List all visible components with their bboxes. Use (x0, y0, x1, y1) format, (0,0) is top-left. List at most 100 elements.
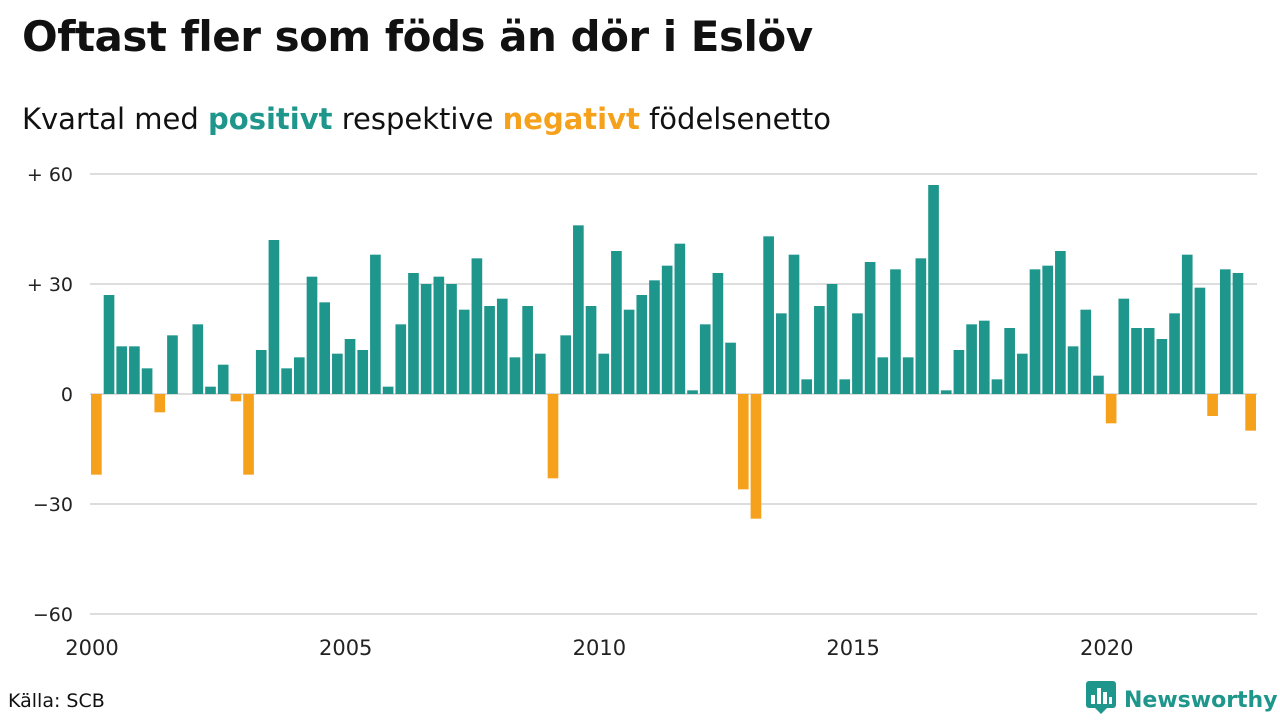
bar-positive (522, 306, 533, 394)
bar-positive (801, 379, 813, 394)
bar-positive (775, 313, 787, 394)
bar-positive (649, 280, 660, 394)
y-tick-label: + 60 (27, 164, 73, 186)
bar-positive (1156, 339, 1168, 394)
bar-positive (611, 251, 622, 394)
bar-positive (573, 225, 584, 394)
bar-negative (230, 394, 242, 402)
bar-positive (167, 335, 178, 394)
source-label: Källa: SCB (8, 690, 105, 712)
bar-positive (852, 313, 863, 394)
bar-positive (1118, 298, 1130, 394)
bar-positive (446, 284, 457, 394)
bar-positive (281, 368, 292, 394)
bar-positive (420, 284, 432, 394)
brand-logo: Newsworthy (1086, 681, 1278, 719)
bar-positive (661, 265, 673, 394)
bar-negative (750, 394, 762, 519)
bar-negative (243, 394, 254, 475)
y-axis-ticks: + 60 + 30 0 −30 −60 (27, 164, 73, 626)
y-tick-label: −30 (33, 494, 73, 516)
bar-positive (217, 364, 229, 394)
bar-positive (534, 353, 546, 394)
bar-positive (902, 357, 914, 394)
bar-negative (91, 394, 102, 475)
bar-positive (192, 324, 204, 394)
bar-positive (332, 353, 343, 394)
bar-positive (103, 295, 115, 394)
chart-title: Oftast fler som föds än dör i Eslöv (22, 12, 813, 61)
bar-positive (928, 185, 939, 394)
bar-positive (598, 353, 610, 394)
y-tick-label: + 30 (27, 274, 73, 296)
bar-positive (1004, 328, 1015, 394)
subtitle-suffix: födelsenetto (639, 102, 831, 136)
y-tick-label: −60 (33, 604, 73, 626)
bar-positive (1143, 328, 1155, 394)
bar-chart-speech-icon (1086, 681, 1116, 719)
bar-positive (560, 335, 572, 394)
bar-positive (1017, 353, 1028, 394)
x-tick-label: 2005 (319, 636, 372, 660)
bar-positive (496, 298, 508, 394)
bar-positive (255, 350, 267, 394)
bars (91, 185, 1256, 519)
bar-positive (674, 243, 686, 394)
bar-positive (966, 324, 977, 394)
bar-positive (1169, 313, 1180, 394)
bar-negative (547, 394, 559, 479)
bar-positive (306, 276, 318, 394)
bar-positive (484, 306, 495, 394)
bar-positive (585, 306, 597, 394)
bar-positive (509, 357, 521, 394)
bar-positive (699, 324, 711, 394)
bar-positive (826, 284, 838, 394)
bar-positive (382, 386, 394, 394)
bar-positive (991, 379, 1003, 394)
bar-positive (395, 324, 407, 394)
bar-positive (623, 309, 635, 394)
bar-positive (141, 368, 153, 394)
bar-positive (433, 276, 445, 394)
bar-positive (268, 240, 280, 394)
x-tick-label: 2020 (1080, 636, 1133, 660)
chart-subtitle: Kvartal med positivt respektive negativt… (22, 102, 831, 136)
subtitle-positive-word: positivt (208, 102, 333, 136)
bar-positive (953, 350, 965, 394)
bar-positive (1080, 309, 1092, 394)
bar-positive (763, 236, 774, 394)
bar-positive (864, 262, 876, 394)
bar-negative (1207, 394, 1218, 416)
bar-positive (370, 254, 381, 394)
bar-positive (1194, 287, 1206, 394)
bar-positive (344, 339, 356, 394)
bar-positive (205, 386, 216, 394)
x-tick-label: 2010 (573, 636, 626, 660)
bar-positive (319, 302, 330, 394)
bar-positive (1131, 328, 1142, 394)
bar-positive (129, 346, 140, 394)
x-tick-label: 2000 (65, 636, 118, 660)
bar-positive (940, 390, 952, 394)
y-tick-label: 0 (61, 384, 73, 406)
bar-positive (725, 342, 736, 394)
bar-positive (357, 350, 369, 394)
bar-chart: + 60 + 30 0 −30 −60 2000 2005 2010 2015 2020 (27, 164, 1257, 660)
bar-negative (1105, 394, 1117, 424)
x-axis-ticks: 2000 2005 2010 2015 2020 (65, 636, 1133, 660)
subtitle-prefix: Kvartal med (22, 102, 209, 136)
bar-positive (1093, 375, 1104, 394)
bar-negative (154, 394, 166, 413)
bar-positive (293, 357, 305, 394)
bar-positive (978, 320, 990, 394)
bar-positive (408, 273, 419, 394)
bar-positive (788, 254, 800, 394)
bar-positive (458, 309, 470, 394)
subtitle-middle: respektive (332, 102, 503, 136)
bar-positive (877, 357, 889, 394)
bar-negative (737, 394, 749, 490)
bar-positive (814, 306, 825, 394)
subtitle-negative-word: negativt (502, 102, 640, 136)
bar-negative (1245, 394, 1256, 431)
brand-name: Newsworthy (1124, 687, 1278, 713)
